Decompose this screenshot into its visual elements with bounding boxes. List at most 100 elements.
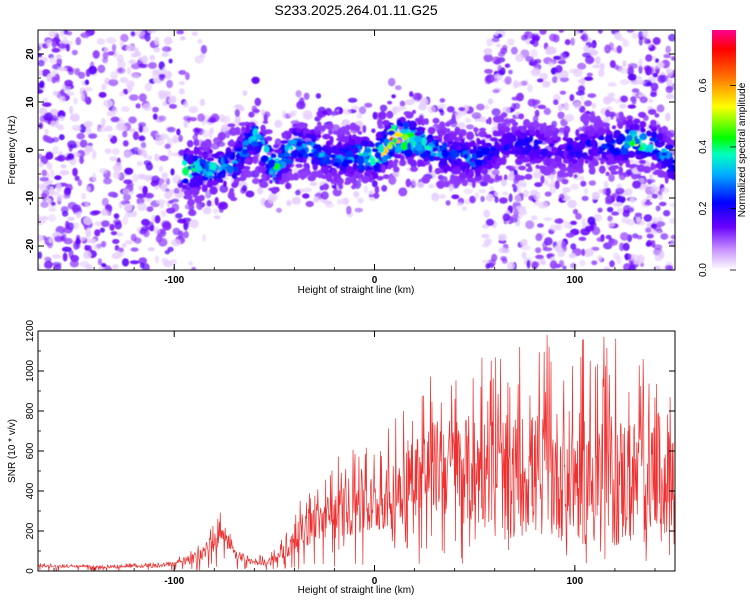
spectrogram-cell [638,159,647,165]
spectrogram-cell [119,40,124,48]
spectrogram-cell [284,158,293,165]
spectrogram-cell [654,113,660,118]
spectrogram-cell [122,216,129,226]
spectrogram-cell [52,90,59,96]
spectrogram-cell [177,218,187,224]
spectrogram-cell [88,133,98,139]
spectrogram-cell [292,130,297,135]
spectrogram-cell [102,51,109,60]
spectrogram-cell [420,137,427,146]
spectrogram-cell [560,70,569,78]
spectrogram-cell [619,242,625,252]
spectrogram-cell [619,103,627,109]
spectrogram-cell [74,175,80,181]
spectrogram-cell [353,190,360,198]
spectrogram-cell [71,204,82,213]
spectrogram-cell [73,127,82,132]
spectrogram-cell [506,38,515,46]
spectrogram-cell [381,164,386,174]
spectrogram-cell [104,148,112,154]
spectrogram-cell [178,230,184,239]
spectrogram-cell [360,140,369,147]
spectrogram-cell [659,140,666,146]
spectrogram-cell [361,165,366,171]
spectrogram-cell [263,145,270,153]
spectrogram-cell [369,142,375,148]
spectrogram-cell [469,149,479,154]
spectrogram-cell [588,180,597,186]
spectrogram-cell [594,56,601,65]
spectrogram-cell [553,99,559,106]
spectrogram-cell [567,143,572,151]
spectrogram-cell [456,202,463,207]
spectrogram-cell [593,146,598,151]
spectrogram-cell [419,152,428,159]
spectrogram-cell [66,91,75,96]
spectrogram-cell [475,150,484,159]
spectrogram-cell [280,140,289,144]
spectrogram-cell [134,47,139,53]
spectrogram-cell [358,106,367,115]
spectrogram-cell [503,174,508,181]
spectrogram-cell [300,148,306,155]
spectrogram-cell [252,108,260,114]
spectrogram-cell [656,132,664,142]
spectrogram-cell [209,164,217,171]
spectrogram-cell [484,68,493,74]
spectrogram-cell [561,178,569,185]
spectrogram-cell [207,172,214,176]
spectrogram-cell [466,163,471,168]
spectrogram-cell [77,179,83,187]
spectrogram-cell [201,154,209,158]
spectrogram-cell [527,165,533,172]
spectrogram-cell [612,147,621,157]
spectrogram-cell [516,186,522,194]
spectrogram-cell [591,191,600,200]
spectrogram-cell [640,121,645,130]
spectrogram-cell [321,174,328,180]
spectrogram-cell [190,172,200,177]
spectrogram-cell [119,77,129,83]
spectrogram-cell [48,207,57,212]
spectrogram-cell [489,186,494,192]
spectrogram-cell [236,161,245,171]
spectrogram-cell [587,93,597,98]
spectrogram-cell [99,167,108,174]
spectrogram-cell [223,180,227,187]
spectrogram-cell [213,215,221,220]
spectrogram-cell [381,185,388,192]
spectrogram-cell [252,178,260,185]
spectrogram-cell [281,161,286,169]
spectrogram-cell [528,135,534,143]
spectrogram-cell [163,36,173,46]
spectrogram-cell [494,191,499,197]
spectrogram-cell [188,106,199,114]
spectrogram-cell [274,157,280,162]
spectrogram-cell [369,157,376,166]
spectrogram-cell [480,195,485,203]
spectrogram-cell [665,150,671,159]
spectrogram-cell [197,39,203,44]
spectrogram-cell [656,61,665,69]
spectrogram-cell [487,177,495,184]
spectrogram-cell [56,183,63,192]
spectrogram-cell [603,266,611,270]
spectrogram-cell [606,206,614,213]
spectrogram-cell [517,138,523,146]
spectrogram-cell [138,122,146,128]
spectrogram-cell [616,208,624,214]
spectrogram-cell [584,187,589,196]
spectrogram-cell [562,158,570,164]
spectrogram-cell [42,102,52,107]
spectrogram-cell [84,244,89,251]
spectrogram-cell [48,30,57,38]
spectrogram-cell [498,70,505,76]
spectrogram-cell [237,136,243,142]
spectrogram-cell [646,82,653,87]
spectrogram-cell [630,254,640,262]
spectrogram-cell [54,175,62,181]
spectrogram-cell [259,180,269,189]
spectrogram-cell [646,151,654,157]
spectrogram-cell [356,112,363,119]
spectrogram-cell [478,188,486,194]
